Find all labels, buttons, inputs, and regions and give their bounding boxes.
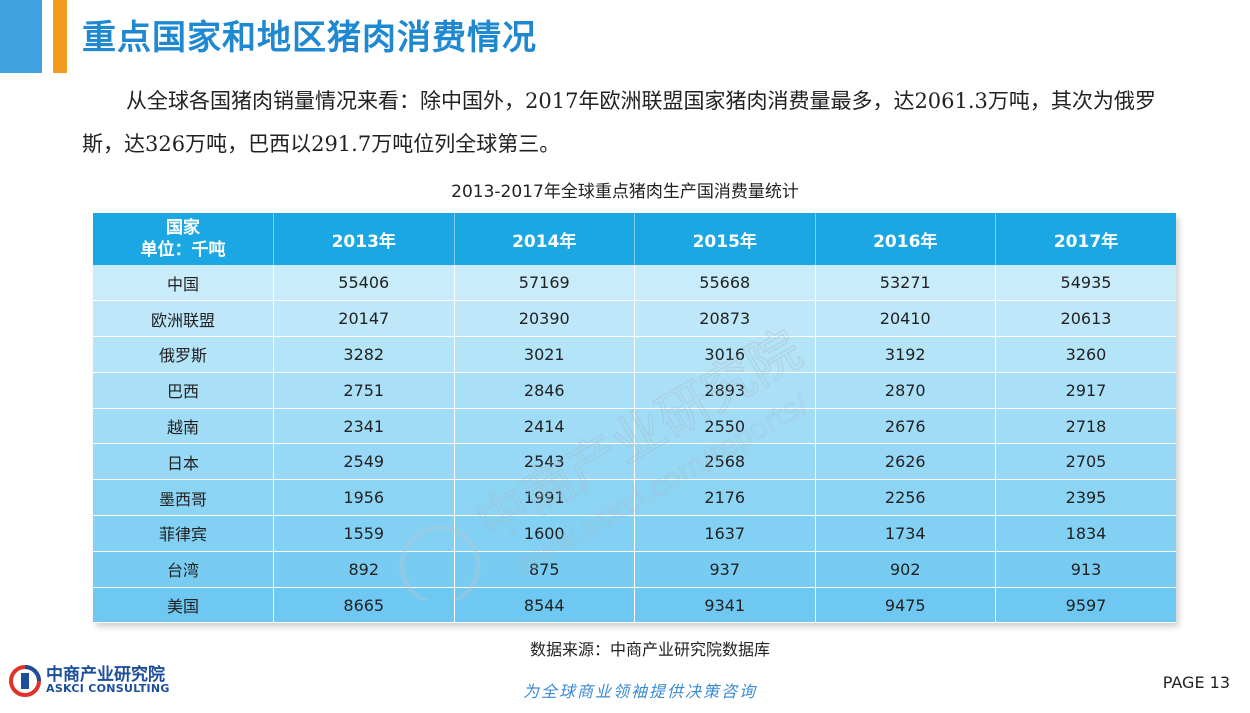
table-row: 日本 2549 2543 2568 2626 2705 bbox=[93, 443, 1176, 481]
value-cell: 20873 bbox=[634, 300, 816, 338]
country-cell: 巴西 bbox=[93, 372, 274, 409]
accent-bar-orange bbox=[53, 0, 67, 73]
header-unit-label: 单位：千吨 bbox=[140, 240, 226, 260]
value-cell: 2676 bbox=[815, 408, 996, 445]
value-cell: 1734 bbox=[815, 515, 996, 552]
table-header-row: 国家 单位：千吨 2013年 2014年 2015年 2016年 2017年 bbox=[93, 213, 1176, 265]
value-cell: 9341 bbox=[634, 587, 816, 624]
value-cell: 913 bbox=[995, 551, 1176, 588]
intro-paragraph: 从全球各国猪肉销量情况来看：除中国外，2017年欧洲联盟国家猪肉消费量最多，达2… bbox=[82, 80, 1172, 166]
table-row: 菲律宾 1559 1600 1637 1734 1834 bbox=[93, 515, 1176, 552]
value-cell: 2705 bbox=[995, 443, 1176, 481]
value-cell: 1956 bbox=[273, 479, 455, 517]
table-body: 中国 55406 57169 55668 53271 54935 欧洲联盟 20147 2039… bbox=[93, 265, 1176, 624]
value-cell: 2626 bbox=[815, 443, 996, 481]
country-cell: 台湾 bbox=[93, 551, 274, 588]
value-cell: 2893 bbox=[634, 372, 816, 409]
intro-text: 从全球各国猪肉销量情况来看：除中国外，2017年欧洲联盟国家猪肉消费量最多，达2… bbox=[82, 89, 1156, 156]
country-cell: 越南 bbox=[93, 408, 274, 445]
value-cell: 20147 bbox=[273, 300, 455, 338]
value-cell: 8665 bbox=[273, 587, 455, 624]
header-year: 2013年 bbox=[273, 213, 455, 265]
consumption-table: 国家 单位：千吨 2013年 2014年 2015年 2016年 2017年 中… bbox=[93, 213, 1176, 624]
value-cell: 3016 bbox=[634, 336, 816, 373]
value-cell: 57169 bbox=[454, 265, 635, 302]
value-cell: 20613 bbox=[995, 300, 1176, 338]
country-cell: 墨西哥 bbox=[93, 479, 274, 517]
value-cell: 2176 bbox=[634, 479, 816, 517]
header-year: 2016年 bbox=[815, 213, 996, 265]
table-row: 巴西 2751 2846 2893 2870 2917 bbox=[93, 372, 1176, 409]
value-cell: 2414 bbox=[454, 408, 635, 445]
value-cell: 2870 bbox=[815, 372, 996, 409]
value-cell: 1600 bbox=[454, 515, 635, 552]
value-cell: 875 bbox=[454, 551, 635, 588]
value-cell: 2846 bbox=[454, 372, 635, 409]
value-cell: 2395 bbox=[995, 479, 1176, 517]
value-cell: 892 bbox=[273, 551, 455, 588]
header-country-cell: 国家 单位：千吨 bbox=[93, 213, 274, 265]
value-cell: 53271 bbox=[815, 265, 996, 302]
value-cell: 1637 bbox=[634, 515, 816, 552]
value-cell: 9475 bbox=[815, 587, 996, 624]
value-cell: 2751 bbox=[273, 372, 455, 409]
value-cell: 20390 bbox=[454, 300, 635, 338]
table-row: 欧洲联盟 20147 20390 20873 20410 20613 bbox=[93, 300, 1176, 338]
country-cell: 日本 bbox=[93, 443, 274, 481]
header-country-label: 国家 bbox=[166, 218, 200, 238]
value-cell: 902 bbox=[815, 551, 996, 588]
table-row: 中国 55406 57169 55668 53271 54935 bbox=[93, 265, 1176, 302]
header-year: 2015年 bbox=[634, 213, 816, 265]
value-cell: 3192 bbox=[815, 336, 996, 373]
value-cell: 1834 bbox=[995, 515, 1176, 552]
header-year: 2014年 bbox=[454, 213, 635, 265]
data-source: 数据来源：中商产业研究院数据库 bbox=[529, 640, 770, 659]
header-year: 2017年 bbox=[995, 213, 1176, 265]
logo-en-text: ASKCI CONSULTING bbox=[46, 682, 170, 695]
table-row: 俄罗斯 3282 3021 3016 3192 3260 bbox=[93, 336, 1176, 373]
table-row: 越南 2341 2414 2550 2676 2718 bbox=[93, 408, 1176, 445]
country-cell: 俄罗斯 bbox=[93, 336, 274, 373]
table-row: 墨西哥 1956 1991 2176 2256 2395 bbox=[93, 479, 1176, 517]
value-cell: 2549 bbox=[273, 443, 455, 481]
country-cell: 中国 bbox=[93, 265, 274, 302]
value-cell: 2341 bbox=[273, 408, 455, 445]
value-cell: 55668 bbox=[634, 265, 816, 302]
value-cell: 1559 bbox=[273, 515, 455, 552]
value-cell: 2550 bbox=[634, 408, 816, 445]
country-cell: 欧洲联盟 bbox=[93, 300, 274, 338]
value-cell: 3282 bbox=[273, 336, 455, 373]
value-cell: 55406 bbox=[273, 265, 455, 302]
page-title: 重点国家和地区猪肉消费情况 bbox=[82, 18, 537, 58]
accent-bar-blue bbox=[0, 0, 42, 73]
value-cell: 2256 bbox=[815, 479, 996, 517]
page-number: PAGE 13 bbox=[1162, 673, 1230, 692]
value-cell: 2568 bbox=[634, 443, 816, 481]
table-row: 台湾 892 875 937 902 913 bbox=[93, 551, 1176, 588]
logo-cn-text: 中商产业研究院 bbox=[46, 665, 165, 685]
value-cell: 2917 bbox=[995, 372, 1176, 409]
value-cell: 54935 bbox=[995, 265, 1176, 302]
value-cell: 1991 bbox=[454, 479, 635, 517]
value-cell: 8544 bbox=[454, 587, 635, 624]
table-title: 2013-2017年全球重点猪肉生产国消费量统计 bbox=[451, 182, 799, 202]
value-cell: 3021 bbox=[454, 336, 635, 373]
value-cell: 3260 bbox=[995, 336, 1176, 373]
value-cell: 937 bbox=[634, 551, 816, 588]
value-cell: 20410 bbox=[815, 300, 996, 338]
value-cell: 2718 bbox=[995, 408, 1176, 445]
askci-logo-icon bbox=[9, 665, 41, 697]
country-cell: 菲律宾 bbox=[93, 515, 274, 552]
footer-slogan: 为全球商业领袖提供决策咨询 bbox=[522, 682, 757, 701]
company-logo: 中商产业研究院 ASKCI CONSULTING bbox=[8, 660, 178, 705]
country-cell: 美国 bbox=[93, 587, 274, 624]
value-cell: 2543 bbox=[454, 443, 635, 481]
value-cell: 9597 bbox=[995, 587, 1176, 624]
table-row: 美国 8665 8544 9341 9475 9597 bbox=[93, 587, 1176, 624]
